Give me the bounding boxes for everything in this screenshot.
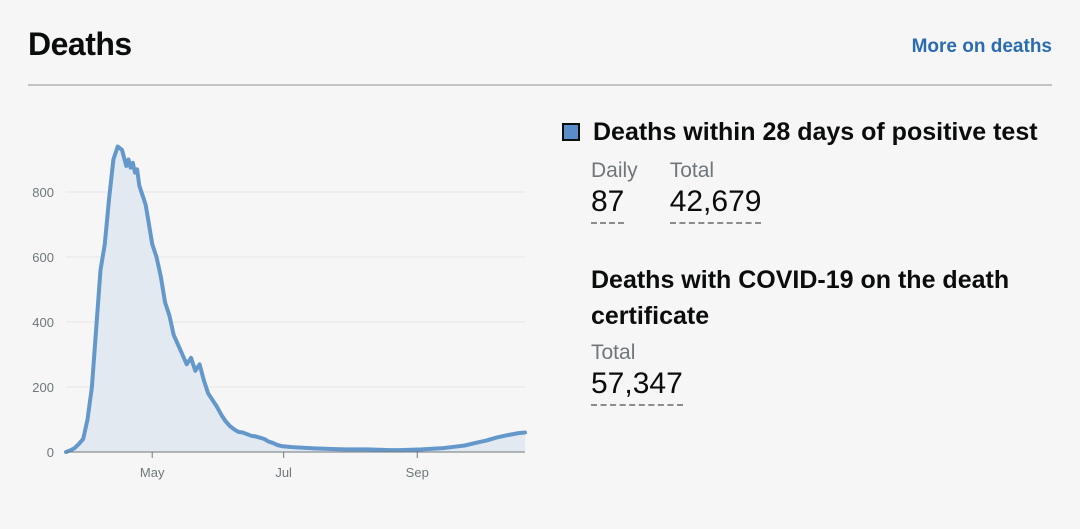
deaths-area-chart: 0 200 400 600 800 May Jul Sep [32, 144, 527, 480]
daily-label: Daily [591, 159, 638, 182]
series-area [66, 146, 525, 452]
secondary-metric: Deaths with COVID-19 on the death certif… [591, 262, 1062, 406]
legend-swatch-icon [562, 123, 580, 141]
total-value-block: Total 42,679 [669, 158, 762, 224]
x-tick-label: May [140, 465, 165, 480]
section-title: Deaths [28, 26, 132, 62]
daily-value-block: Daily 87 [591, 158, 638, 224]
section-header: Deaths More on deaths [28, 0, 1052, 86]
secondary-metric-values: Total 57,347 [591, 340, 1062, 406]
primary-metric-header: Deaths within 28 days of positive test [562, 114, 1062, 150]
certificate-total-value[interactable]: 57,347 [591, 366, 683, 406]
deaths-chart: 0 200 400 600 800 May Jul Sep [28, 130, 538, 490]
secondary-metric-title: Deaths with COVID-19 on the death certif… [591, 266, 1010, 330]
metrics-panel: Deaths within 28 days of positive test D… [562, 114, 1062, 406]
daily-value[interactable]: 87 [591, 184, 625, 224]
x-tick-label: Jul [275, 465, 292, 480]
more-on-deaths-link[interactable]: More on deaths [911, 36, 1052, 57]
y-tick-label: 200 [32, 380, 54, 395]
y-tick-label: 400 [32, 315, 54, 330]
certificate-total-label: Total [591, 341, 636, 364]
total-value[interactable]: 42,679 [669, 184, 762, 224]
total-label: Total [669, 159, 715, 182]
y-tick-label: 600 [32, 250, 54, 265]
series-line [64, 144, 527, 454]
y-tick-label: 800 [32, 185, 54, 200]
primary-metric-title: Deaths within 28 days of positive test [593, 118, 1038, 146]
x-tick-label: Sep [406, 465, 429, 480]
certificate-total-block: Total 57,347 [591, 340, 683, 406]
primary-metric-values: Daily 87 Total 42,679 [591, 158, 1062, 224]
y-tick-label: 0 [47, 445, 54, 460]
